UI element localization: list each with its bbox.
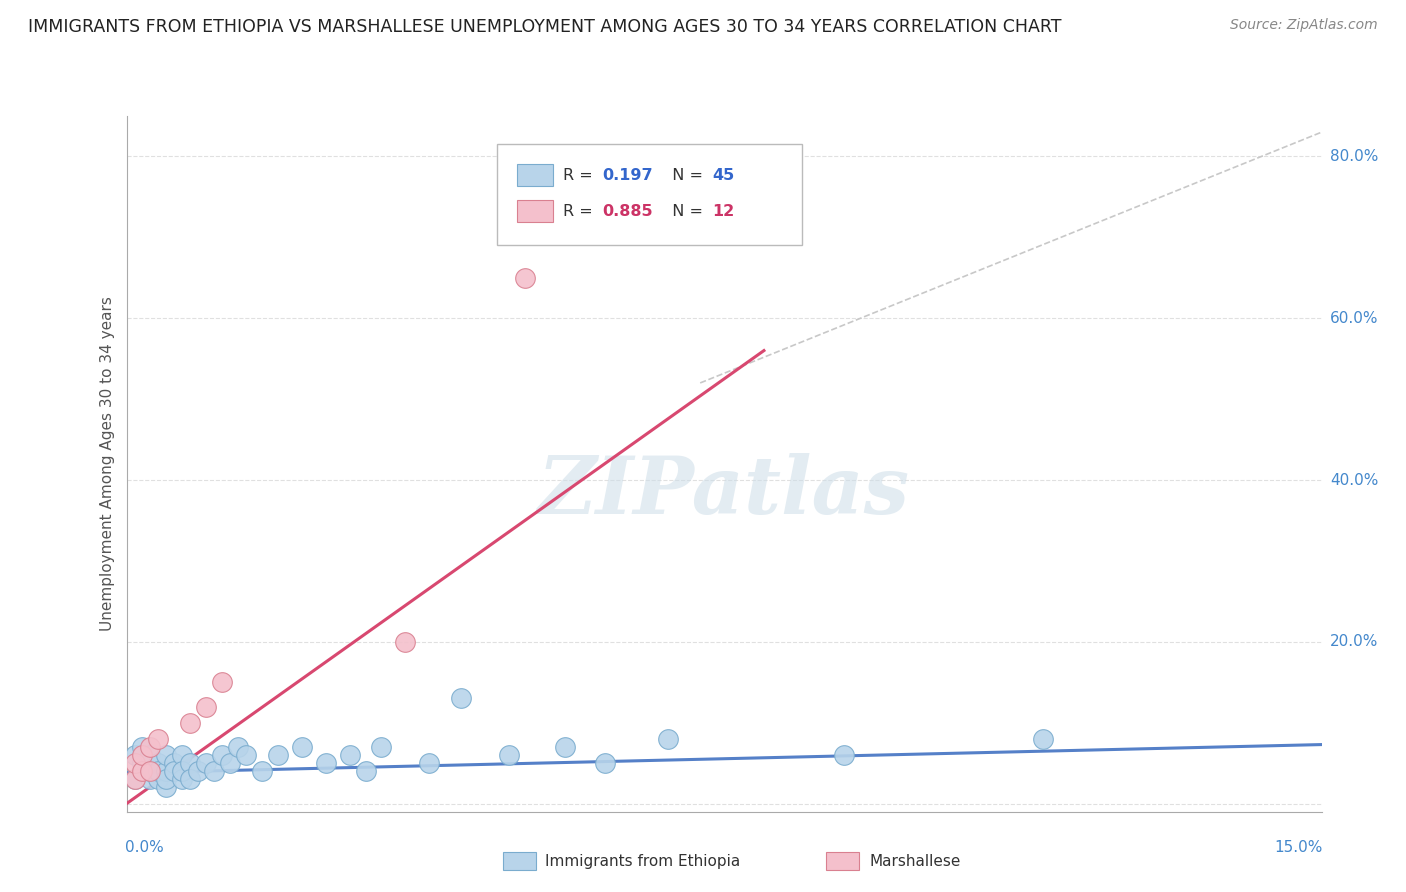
Point: [131, 748, 153, 763]
Point: [131, 739, 153, 754]
Point: [155, 780, 177, 795]
FancyBboxPatch shape: [498, 144, 801, 244]
Point: [155, 748, 177, 763]
Point: [155, 764, 177, 779]
Point: [315, 756, 337, 771]
Text: 0.885: 0.885: [602, 203, 652, 219]
Text: 12: 12: [711, 203, 734, 219]
Text: 0.0%: 0.0%: [125, 839, 165, 855]
Point: [172, 764, 194, 779]
Point: [394, 635, 416, 649]
Point: [163, 764, 186, 779]
Point: [179, 715, 201, 730]
Point: [832, 748, 855, 763]
Point: [139, 756, 162, 771]
Text: Marshallese: Marshallese: [870, 855, 962, 870]
Text: 40.0%: 40.0%: [1330, 473, 1378, 488]
Point: [131, 764, 153, 779]
Point: [418, 756, 440, 771]
Point: [291, 739, 314, 754]
Text: IMMIGRANTS FROM ETHIOPIA VS MARSHALLESE UNEMPLOYMENT AMONG AGES 30 TO 34 YEARS C: IMMIGRANTS FROM ETHIOPIA VS MARSHALLESE …: [28, 18, 1062, 36]
Text: Immigrants from Ethiopia: Immigrants from Ethiopia: [544, 855, 740, 870]
Point: [124, 772, 146, 787]
Text: 0.197: 0.197: [602, 168, 652, 183]
Text: 45: 45: [711, 168, 734, 183]
Text: R =: R =: [562, 168, 598, 183]
Point: [211, 675, 233, 690]
Point: [139, 764, 162, 779]
Bar: [825, 852, 859, 871]
Point: [513, 270, 536, 285]
Point: [211, 748, 233, 763]
Point: [219, 756, 242, 771]
Point: [155, 772, 177, 787]
Y-axis label: Unemployment Among Ages 30 to 34 years: Unemployment Among Ages 30 to 34 years: [100, 296, 115, 632]
Bar: [517, 164, 553, 186]
Point: [179, 772, 201, 787]
Point: [354, 764, 377, 779]
Point: [148, 756, 170, 771]
Text: ZIPatlas: ZIPatlas: [538, 453, 910, 531]
Point: [139, 748, 162, 763]
Point: [657, 731, 679, 746]
Text: N =: N =: [662, 168, 709, 183]
Point: [339, 748, 361, 763]
Point: [370, 739, 392, 754]
Point: [148, 764, 170, 779]
Text: 60.0%: 60.0%: [1330, 310, 1378, 326]
Point: [131, 756, 153, 771]
Point: [250, 764, 273, 779]
Point: [124, 772, 146, 787]
Point: [148, 772, 170, 787]
Point: [139, 764, 162, 779]
Point: [195, 756, 218, 771]
Point: [179, 756, 201, 771]
Point: [450, 691, 472, 706]
Point: [124, 748, 146, 763]
Bar: [503, 852, 537, 871]
Point: [1032, 731, 1054, 746]
Point: [554, 739, 576, 754]
Point: [172, 748, 194, 763]
Point: [267, 748, 290, 763]
Text: R =: R =: [562, 203, 598, 219]
Text: 80.0%: 80.0%: [1330, 149, 1378, 164]
Point: [172, 772, 194, 787]
Point: [498, 748, 520, 763]
Point: [139, 772, 162, 787]
Bar: [517, 200, 553, 222]
Point: [131, 764, 153, 779]
Point: [187, 764, 209, 779]
Point: [163, 756, 186, 771]
Point: [202, 764, 225, 779]
Point: [148, 731, 170, 746]
Text: N =: N =: [662, 203, 709, 219]
Text: 15.0%: 15.0%: [1274, 839, 1323, 855]
Point: [195, 699, 218, 714]
Text: Source: ZipAtlas.com: Source: ZipAtlas.com: [1230, 18, 1378, 32]
Point: [235, 748, 257, 763]
Point: [124, 756, 146, 771]
Text: 20.0%: 20.0%: [1330, 634, 1378, 649]
Point: [226, 739, 249, 754]
Point: [593, 756, 616, 771]
Point: [139, 739, 162, 754]
